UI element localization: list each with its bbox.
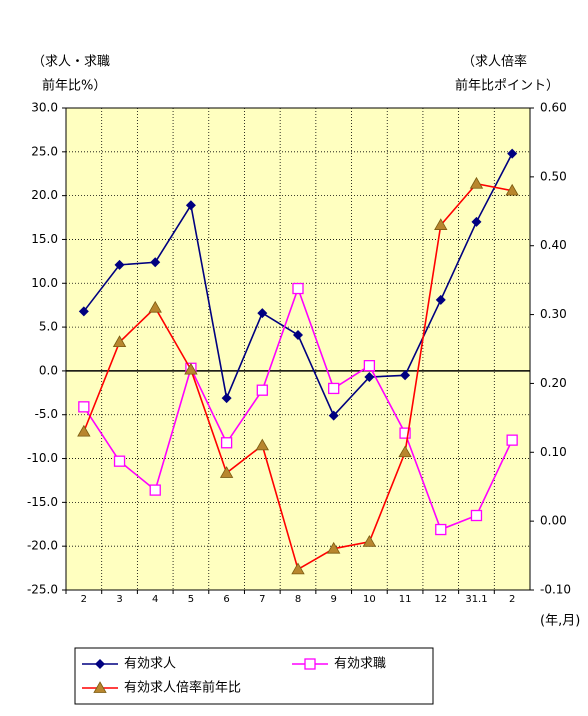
legend-marker bbox=[95, 659, 105, 669]
point bbox=[328, 382, 340, 395]
y2-tick-label: 0.30 bbox=[540, 307, 567, 321]
y2-tick-label: 0.20 bbox=[540, 376, 567, 390]
legend-label: 有効求人 bbox=[124, 657, 176, 672]
y-axis-title: 前年比%） bbox=[42, 78, 106, 94]
point bbox=[471, 216, 482, 227]
point bbox=[257, 308, 268, 319]
x-tick-label: 10 bbox=[363, 594, 376, 605]
y2-tick-label: -0.10 bbox=[540, 583, 571, 597]
point bbox=[255, 438, 269, 451]
x-tick-label: 6 bbox=[223, 594, 229, 605]
y2-tick-label: 0.00 bbox=[540, 514, 567, 528]
legend-label: 有効求人倍率前年比 bbox=[124, 680, 241, 696]
y-tick-label: -15.0 bbox=[27, 495, 58, 509]
point bbox=[185, 200, 196, 211]
point bbox=[293, 329, 303, 340]
y2-axis-title: 前年比ポイント） bbox=[455, 78, 559, 94]
y-tick-label: 15.0 bbox=[31, 232, 58, 246]
point bbox=[184, 362, 198, 375]
y2-tick-label: 0.40 bbox=[540, 238, 567, 252]
x-tick-label: 3 bbox=[116, 594, 122, 605]
y2-axis-title: （求人倍率 bbox=[462, 54, 527, 70]
point bbox=[148, 300, 162, 313]
y2-tick-label: 0.10 bbox=[540, 445, 567, 459]
x-axis-title: (年,月) bbox=[540, 614, 580, 629]
point bbox=[470, 509, 483, 522]
point bbox=[150, 257, 161, 268]
x-tick-label: 2 bbox=[81, 594, 87, 605]
y-tick-label: 10.0 bbox=[31, 276, 58, 290]
plot-border bbox=[65, 107, 531, 591]
x-tick-label: 8 bbox=[295, 594, 301, 605]
point bbox=[469, 176, 484, 189]
point bbox=[77, 424, 91, 437]
point bbox=[113, 455, 126, 467]
x-tick-label: 11 bbox=[399, 594, 412, 605]
point bbox=[400, 370, 411, 381]
y-tick-label: 20.0 bbox=[31, 188, 58, 202]
point bbox=[398, 445, 412, 458]
point bbox=[364, 372, 375, 383]
point bbox=[256, 384, 268, 396]
y-tick-label: 30.0 bbox=[31, 101, 58, 115]
x-tick-label: 31.1 bbox=[465, 594, 487, 605]
point bbox=[292, 282, 304, 295]
point bbox=[149, 484, 161, 496]
point bbox=[399, 427, 411, 439]
point bbox=[506, 434, 518, 446]
point bbox=[219, 466, 234, 478]
y-tick-label: -25.0 bbox=[27, 583, 58, 597]
x-tick-label: 12 bbox=[434, 594, 447, 605]
x-tick-label: 5 bbox=[188, 594, 194, 605]
y-tick-label: 0.0 bbox=[39, 363, 58, 377]
point bbox=[362, 534, 377, 547]
point bbox=[221, 393, 232, 404]
point bbox=[114, 259, 125, 270]
y-tick-label: -10.0 bbox=[27, 451, 58, 465]
x-tick-label: 2 bbox=[509, 594, 515, 605]
y-tick-label: 5.0 bbox=[39, 320, 58, 334]
y-tick-label: -5.0 bbox=[35, 407, 58, 421]
point bbox=[78, 401, 90, 413]
y-axis-title: （求人・求職 bbox=[32, 55, 110, 70]
point bbox=[78, 306, 89, 317]
legend-box bbox=[74, 647, 434, 705]
point bbox=[507, 148, 518, 159]
y-tick-label: 25.0 bbox=[31, 144, 58, 158]
x-tick-label: 9 bbox=[331, 594, 337, 605]
y-tick-label: -20.0 bbox=[27, 539, 58, 553]
point bbox=[291, 562, 305, 575]
point bbox=[220, 437, 233, 449]
legend-marker bbox=[93, 681, 107, 693]
point bbox=[112, 335, 127, 348]
y2-tick-label: 0.50 bbox=[540, 169, 567, 183]
legend-marker bbox=[304, 658, 316, 670]
point bbox=[434, 218, 448, 230]
x-tick-label: 4 bbox=[152, 594, 158, 605]
legend-label: 有効求職 bbox=[334, 657, 386, 672]
plot-area bbox=[66, 108, 530, 590]
point bbox=[328, 410, 339, 421]
point bbox=[435, 523, 447, 536]
point bbox=[327, 541, 341, 554]
y2-tick-label: 0.60 bbox=[540, 101, 567, 115]
point bbox=[435, 294, 446, 305]
x-tick-label: 7 bbox=[259, 594, 265, 605]
point bbox=[363, 360, 376, 372]
point bbox=[505, 183, 519, 196]
